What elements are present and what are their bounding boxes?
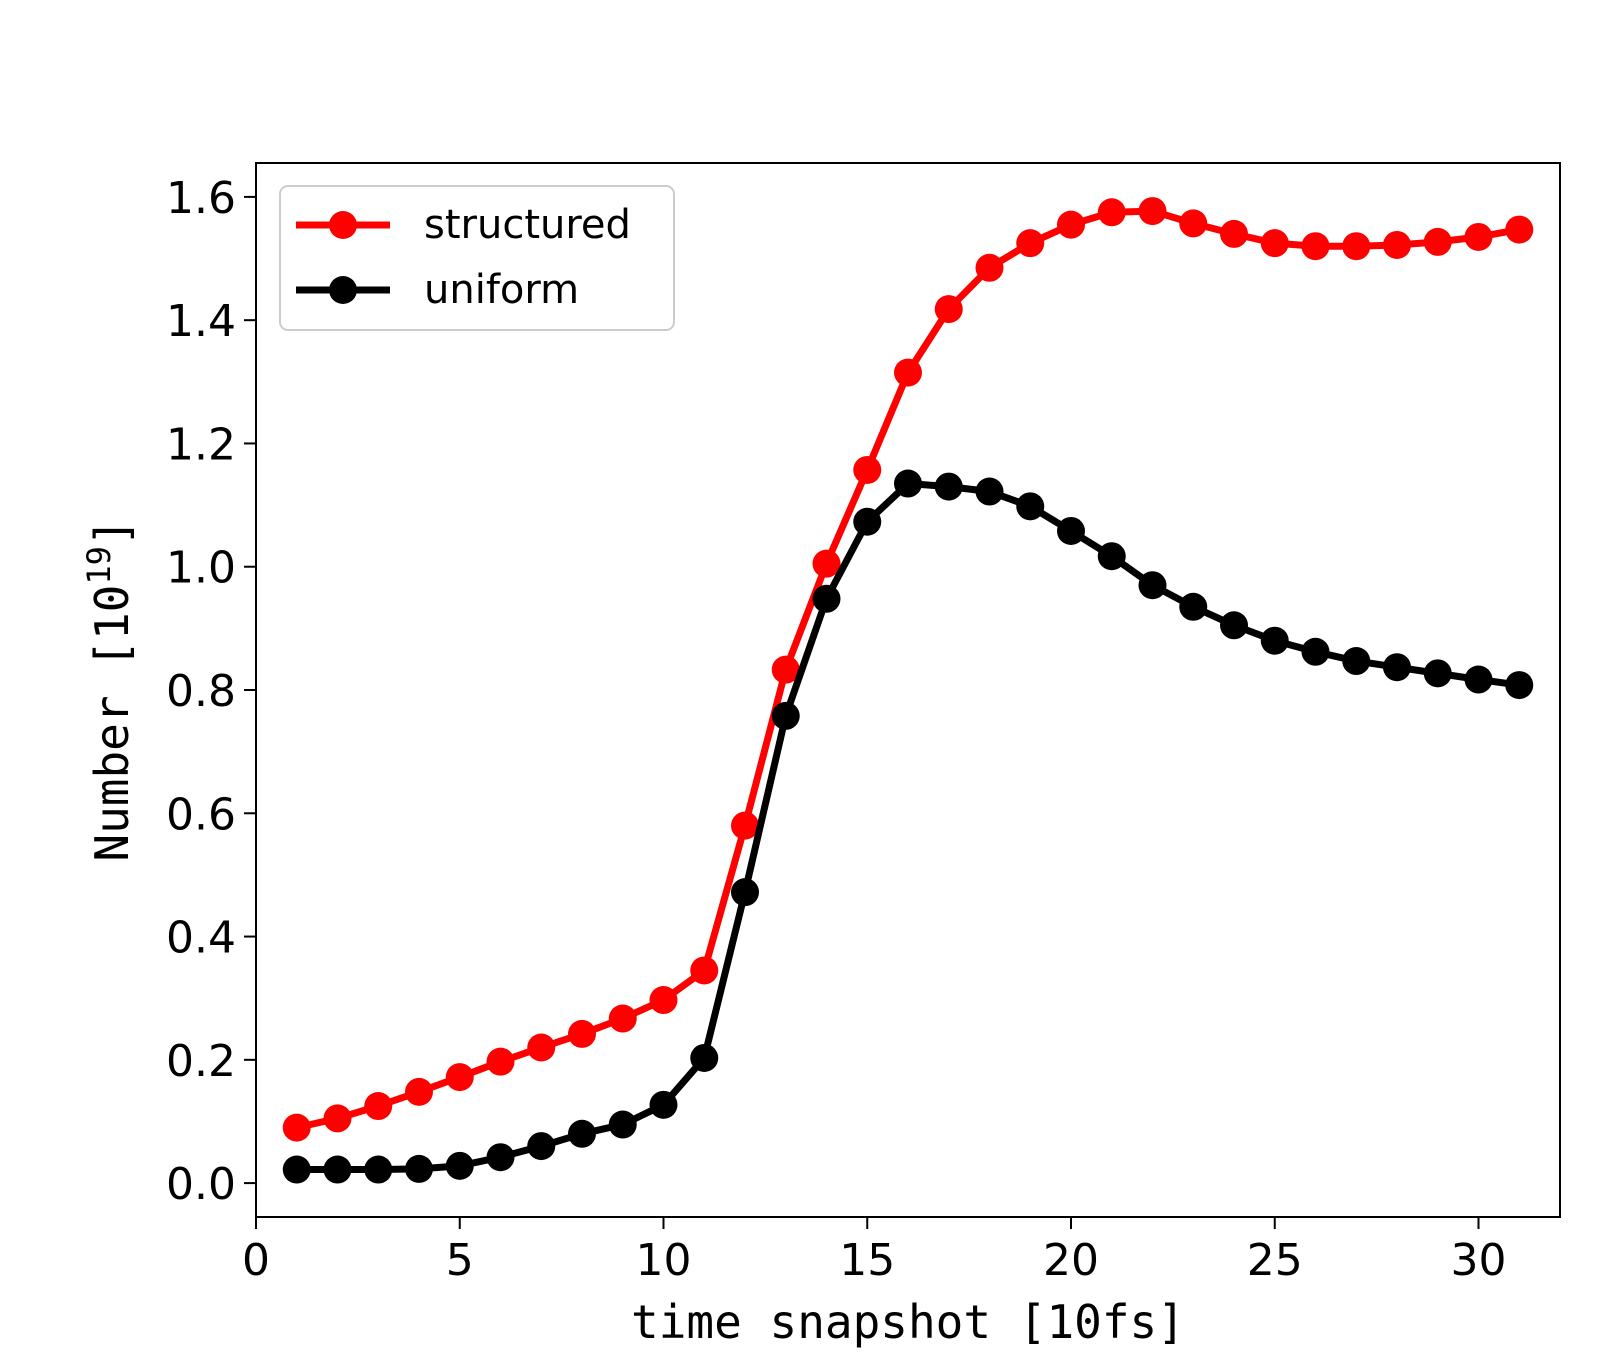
data-point-structured <box>649 986 678 1015</box>
x-tick-label: 20 <box>1043 1235 1099 1286</box>
data-point-uniform <box>1423 659 1452 688</box>
data-point-uniform <box>934 472 963 501</box>
data-point-uniform <box>975 477 1004 506</box>
data-point-structured <box>1464 222 1493 251</box>
data-point-structured <box>1138 197 1167 226</box>
y-axis-label-base: Number [10 <box>85 585 139 862</box>
data-point-uniform <box>1301 637 1330 666</box>
y-tick-label: 0.2 <box>166 1036 236 1087</box>
x-axis-label: time snapshot [10fs] <box>631 1295 1185 1349</box>
y-tick-label: 1.2 <box>166 419 236 470</box>
data-point-structured <box>445 1063 474 1092</box>
data-point-uniform <box>1464 665 1493 694</box>
x-tick-label: 10 <box>636 1235 692 1286</box>
data-point-structured <box>894 358 922 387</box>
data-point-structured <box>527 1033 556 1062</box>
y-axis-label: Number [1019] <box>80 518 139 861</box>
data-point-uniform <box>1220 611 1248 640</box>
data-point-uniform <box>608 1110 637 1139</box>
data-point-uniform <box>894 469 922 498</box>
x-tick-label: 0 <box>242 1235 270 1286</box>
legend-marker-structured <box>329 211 357 239</box>
data-point-uniform <box>853 507 882 536</box>
x-tick-label: 15 <box>839 1235 895 1286</box>
data-point-uniform <box>282 1155 311 1184</box>
data-point-uniform <box>1138 571 1167 600</box>
data-point-structured <box>1423 227 1452 256</box>
legend-label-structured: structured <box>424 202 631 248</box>
x-tick-label: 30 <box>1451 1235 1507 1286</box>
data-point-structured <box>1301 232 1330 261</box>
data-point-structured <box>690 956 719 985</box>
y-tick-label: 0.0 <box>166 1159 236 1210</box>
data-point-structured <box>282 1113 311 1142</box>
x-tick-label: 5 <box>446 1235 474 1286</box>
legend: structured uniform <box>279 185 675 331</box>
data-point-structured <box>975 253 1004 282</box>
data-point-structured <box>812 549 841 578</box>
data-point-uniform <box>771 701 800 730</box>
data-point-structured <box>771 655 800 684</box>
data-point-uniform <box>527 1132 556 1161</box>
data-point-uniform <box>445 1151 474 1180</box>
data-point-uniform <box>1057 516 1085 545</box>
data-point-uniform <box>486 1143 515 1172</box>
y-tick-label: 1.6 <box>166 173 236 224</box>
y-tick-label: 1.0 <box>166 543 236 594</box>
data-point-structured <box>1179 209 1208 238</box>
data-point-uniform <box>364 1155 393 1184</box>
data-point-structured <box>1057 210 1085 239</box>
y-tick-label: 0.8 <box>166 666 236 717</box>
data-point-uniform <box>1097 542 1126 571</box>
legend-marker-uniform <box>329 276 357 304</box>
data-point-uniform <box>568 1119 596 1148</box>
data-point-uniform <box>690 1043 719 1072</box>
y-tick-label: 0.6 <box>166 789 236 840</box>
data-point-structured <box>1342 232 1371 261</box>
data-point-structured <box>731 811 759 840</box>
data-point-uniform <box>1179 592 1208 621</box>
data-point-uniform <box>1383 653 1411 682</box>
data-point-uniform <box>731 878 759 907</box>
data-point-uniform <box>323 1155 352 1184</box>
data-point-structured <box>608 1004 637 1033</box>
data-point-structured <box>364 1092 393 1121</box>
y-axis-ticks: 0.0 0.2 0.4 0.6 0.8 1.0 1.2 1.4 1.6 <box>166 173 256 1210</box>
data-point-structured <box>1097 198 1126 227</box>
data-point-structured <box>1505 215 1534 244</box>
data-point-uniform <box>1342 647 1371 676</box>
data-point-structured <box>568 1019 596 1048</box>
y-axis-label-exponent: 19 <box>80 546 118 585</box>
data-point-uniform <box>812 584 841 613</box>
y-tick-label: 0.4 <box>166 913 236 964</box>
data-point-structured <box>853 455 882 484</box>
legend-label-uniform: uniform <box>424 267 579 313</box>
plot-lines <box>282 197 1534 1184</box>
series-line-structured <box>295 207 1520 1132</box>
data-point-structured <box>486 1047 515 1076</box>
data-point-uniform <box>1016 492 1045 521</box>
data-point-structured <box>1383 230 1411 259</box>
data-point-structured <box>1220 219 1248 248</box>
y-axis-label-end: ] <box>85 518 139 546</box>
data-point-structured <box>1016 229 1045 258</box>
data-point-uniform <box>1505 671 1534 700</box>
data-point-structured <box>934 295 963 324</box>
data-point-uniform <box>405 1154 433 1183</box>
y-tick-label: 1.4 <box>166 296 236 347</box>
data-point-uniform <box>649 1090 678 1119</box>
data-point-structured <box>323 1104 352 1133</box>
x-tick-label: 25 <box>1247 1235 1303 1286</box>
data-point-uniform <box>1260 626 1289 655</box>
data-point-structured <box>405 1077 433 1106</box>
data-point-structured <box>1260 229 1289 258</box>
x-axis-ticks: 0 5 10 15 20 25 30 <box>242 1217 1507 1286</box>
